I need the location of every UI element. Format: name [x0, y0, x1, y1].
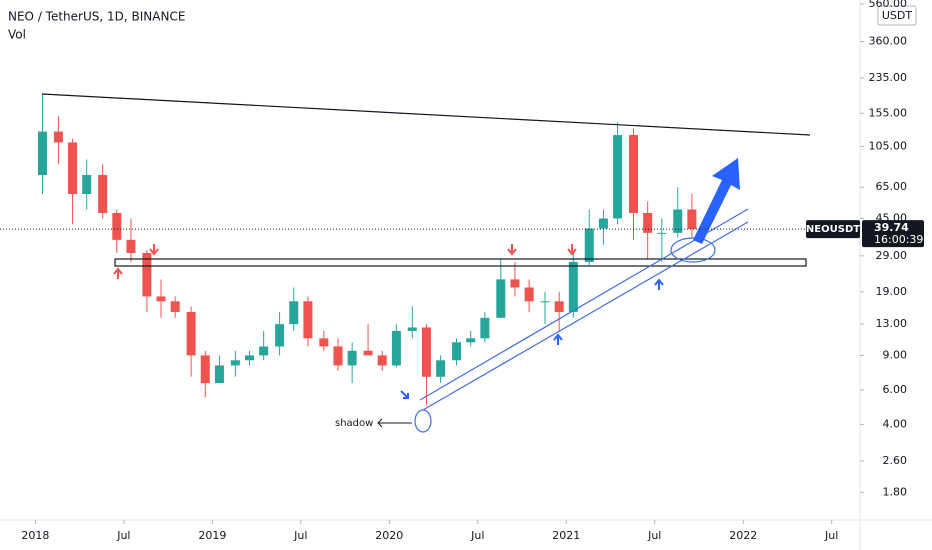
annotation-arrow: [377, 418, 412, 428]
y-tick-label: 29.00: [876, 249, 908, 262]
annotation: shadow: [335, 418, 373, 429]
y-tick-label: 235.00: [869, 71, 908, 84]
price-box: [862, 220, 924, 248]
candle-body: [407, 327, 417, 331]
candle-body: [673, 209, 683, 233]
candle-body: [643, 212, 653, 233]
candle-body: [480, 317, 490, 339]
x-tick-label: Jul: [647, 529, 661, 542]
circle-marker: [414, 409, 432, 433]
candle-body: [37, 131, 47, 176]
candle-body: [245, 355, 255, 361]
candle-body: [524, 287, 534, 302]
y-tick-label: 9.00: [883, 348, 908, 361]
y-tick-label: 4.00: [883, 417, 908, 430]
y-tick-label: 65.00: [876, 180, 908, 193]
candle-body: [200, 355, 210, 384]
x-tick-label: 2020: [375, 529, 403, 542]
candle-body: [510, 279, 520, 288]
candle-body: [377, 355, 387, 366]
candle-body: [53, 131, 63, 143]
candle-body: [568, 261, 578, 312]
x-tick-label: Jul: [470, 529, 484, 542]
y-tick-label: 155.00: [869, 106, 908, 119]
candle-body: [275, 324, 285, 347]
symbol-label: NEOUSDT: [806, 224, 860, 235]
y-tick-label: 1.80: [883, 485, 908, 498]
y-tick-label: 2.60: [883, 454, 908, 467]
y-tick-label: 560.00: [869, 0, 908, 10]
red-arrow: [507, 244, 517, 256]
support-zone: [114, 258, 807, 267]
candle-body: [289, 301, 299, 325]
y-tick-label: 13.00: [876, 317, 908, 330]
candle-body: [363, 350, 373, 356]
candle-body: [259, 346, 269, 356]
red-arrow: [113, 267, 123, 279]
blue-arrow: [400, 390, 409, 399]
subtitle: Vol: [8, 28, 26, 42]
currency-box[interactable]: [877, 5, 917, 26]
candle-body: [230, 360, 240, 366]
countdown: 16:00:39: [874, 233, 923, 246]
candle-body: [303, 301, 313, 339]
channel-line: [422, 221, 749, 411]
x-tick-label: 2021: [552, 529, 580, 542]
candle-body: [598, 218, 608, 229]
candle-body: [687, 209, 697, 230]
x-tick-label: Jul: [824, 529, 838, 542]
x-tick-label: 2022: [729, 529, 757, 542]
circle-marker: [670, 237, 716, 263]
red-arrow: [149, 244, 159, 256]
candle-body: [391, 330, 401, 366]
y-tick-label: 6.00: [883, 383, 908, 396]
candle-body: [628, 135, 638, 213]
y-tick-label: 19.00: [876, 285, 908, 298]
candle-body: [436, 360, 446, 377]
chart-title: NEO / TetherUS, 1D, BINANCE: [8, 10, 185, 24]
y-tick-label: 360.00: [869, 35, 908, 48]
blue-arrow: [654, 278, 664, 290]
blue-arrow: [553, 333, 563, 345]
candle-body: [112, 212, 122, 240]
candle-body: [68, 142, 78, 195]
candle-body: [554, 301, 564, 312]
y-tick-label: 105.00: [869, 139, 908, 152]
candle-body: [142, 252, 152, 297]
candle-body: [452, 342, 462, 361]
x-tick-label: 2019: [198, 529, 226, 542]
currency[interactable]: USDT: [882, 9, 913, 22]
candle-body: [98, 175, 108, 213]
candle-body: [657, 232, 667, 234]
drawings: [41, 93, 811, 433]
candle-body: [333, 346, 343, 366]
red-arrow: [567, 244, 577, 256]
candle-body: [319, 338, 329, 347]
candle-body: [540, 301, 550, 303]
plot: [37, 93, 697, 406]
candle-body: [466, 338, 476, 343]
last-price: 39.74: [874, 221, 909, 234]
candle-body: [214, 365, 224, 384]
candle-body: [126, 239, 136, 253]
candle-body: [186, 311, 196, 356]
candle-body: [82, 175, 92, 195]
x-tick-label: Jul: [293, 529, 307, 542]
channel-line: [419, 208, 749, 401]
candle-body: [156, 296, 166, 302]
x-tick-label: Jul: [116, 529, 130, 542]
candle-body: [584, 228, 594, 262]
x-tick-label: 2018: [21, 529, 49, 542]
candle-body: [496, 279, 506, 318]
trend-line: [41, 93, 811, 136]
candle-body: [613, 135, 623, 219]
candle-body: [421, 327, 431, 377]
candle-body: [347, 350, 357, 366]
candle-body: [170, 301, 180, 312]
symbol-box: [806, 220, 860, 239]
projection-arrow: [693, 158, 740, 244]
